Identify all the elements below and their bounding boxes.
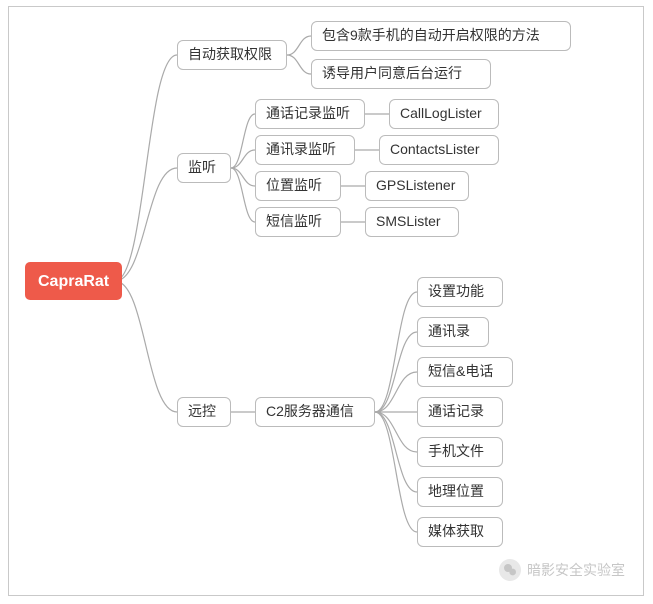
node-c2: C2服务器通信 bbox=[255, 397, 375, 427]
node-c2-settings: 设置功能 bbox=[417, 277, 503, 307]
edge-layer bbox=[9, 7, 645, 597]
diagram-frame: CapraRat 自动获取权限 监听 远控 包含9款手机的自动开启权限的方法 诱… bbox=[8, 6, 644, 596]
node-listen-sms: 短信监听 bbox=[255, 207, 341, 237]
wechat-icon bbox=[499, 559, 521, 581]
watermark: 暗影安全实验室 bbox=[499, 559, 625, 581]
node-listen: 监听 bbox=[177, 153, 231, 183]
node-listen-call-class: CallLogLister bbox=[389, 99, 499, 129]
node-c2-media: 媒体获取 bbox=[417, 517, 503, 547]
node-root: CapraRat bbox=[25, 262, 122, 300]
node-listen-contacts-class: ContactsLister bbox=[379, 135, 499, 165]
node-listen-call: 通话记录监听 bbox=[255, 99, 365, 129]
node-listen-contacts: 通讯录监听 bbox=[255, 135, 355, 165]
node-c2-geo: 地理位置 bbox=[417, 477, 503, 507]
node-c2-sms-tel: 短信&电话 bbox=[417, 357, 513, 387]
node-auto-perm-b: 诱导用户同意后台运行 bbox=[311, 59, 491, 89]
node-auto-perm-a: 包含9款手机的自动开启权限的方法 bbox=[311, 21, 571, 51]
node-c2-call-records: 通话记录 bbox=[417, 397, 503, 427]
node-listen-gps: 位置监听 bbox=[255, 171, 341, 201]
node-c2-contacts: 通讯录 bbox=[417, 317, 489, 347]
node-auto-perm: 自动获取权限 bbox=[177, 40, 287, 70]
node-c2-files: 手机文件 bbox=[417, 437, 503, 467]
node-listen-sms-class: SMSLister bbox=[365, 207, 459, 237]
node-remote: 远控 bbox=[177, 397, 231, 427]
watermark-text: 暗影安全实验室 bbox=[527, 560, 625, 580]
node-listen-gps-class: GPSListener bbox=[365, 171, 469, 201]
